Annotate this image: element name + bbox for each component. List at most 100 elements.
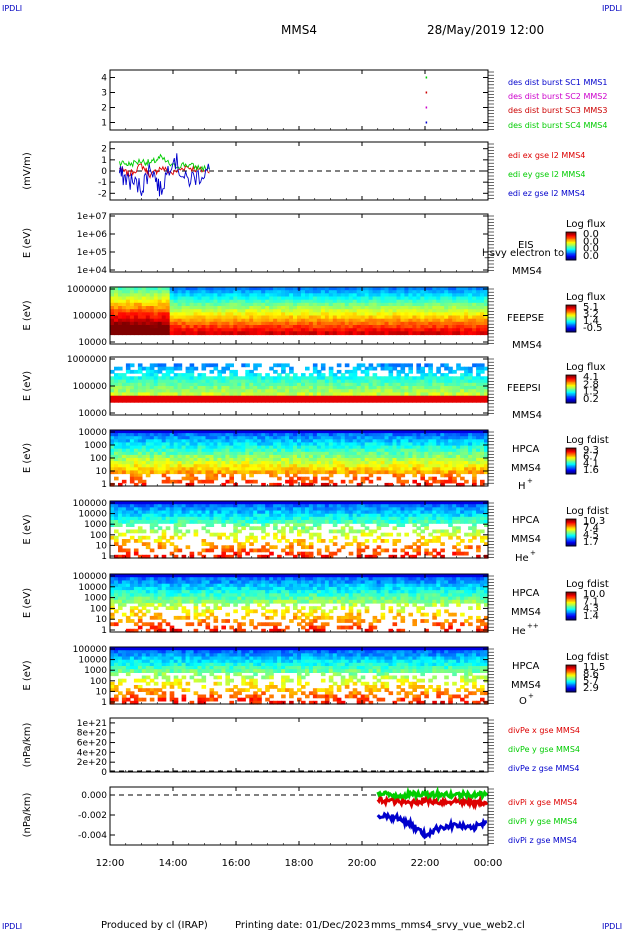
spectrogram-cell (336, 436, 342, 440)
spectrogram-cell (472, 379, 477, 384)
spectrogram-cell (301, 299, 306, 304)
spectrogram-cell (316, 454, 322, 459)
spectrogram-cell (316, 331, 322, 336)
spectrogram-cell (285, 433, 290, 437)
spectrogram-cell (308, 430, 314, 434)
spectrogram-cell (161, 473, 167, 478)
spectrogram-cell (277, 461, 282, 465)
feepse-colorbar-segment (566, 319, 576, 322)
spectrogram-cell (209, 439, 215, 443)
spectrogram-cell (396, 389, 402, 393)
spectrogram-cell (384, 436, 390, 440)
burst-legend-entry: des dist burst SC3 MMS3 (508, 106, 607, 115)
spectrogram-cell (273, 321, 278, 326)
spectrogram-cell (118, 482, 123, 487)
spectrogram-cell (324, 454, 330, 459)
spectrogram-cell (114, 539, 119, 543)
spectrogram-cell (161, 442, 167, 447)
spectrogram-cell (141, 287, 147, 291)
spectrogram-cell (468, 395, 473, 400)
spectrogram-cell (472, 376, 477, 381)
spectrogram-cell (396, 445, 402, 450)
y-tick-label: 1 (101, 119, 107, 129)
spectrogram-cell (118, 296, 123, 301)
spectrogram-cell (476, 442, 481, 447)
spectrogram-cell (157, 504, 163, 508)
spectrogram-cell (173, 430, 179, 434)
spectrogram-cell (229, 510, 234, 515)
spectrogram-cell (269, 482, 274, 487)
spectrogram-cell (233, 439, 238, 443)
spectrogram-cell (432, 379, 437, 384)
spectrogram-cell (400, 293, 406, 298)
spectrogram-cell (225, 545, 230, 550)
spectrogram-cell (129, 461, 135, 465)
spectrogram-cell (225, 363, 230, 368)
spectrogram-cell (408, 296, 413, 301)
spectrogram-cell (177, 315, 183, 320)
spectrogram-cell (344, 302, 350, 307)
spectrogram-cell (308, 389, 314, 393)
spectrogram-cell (125, 464, 131, 468)
spectrogram-cell (324, 445, 330, 450)
spectrogram-cell (328, 309, 334, 313)
spectrogram-cell (217, 535, 222, 540)
spectrogram-cell (281, 430, 286, 434)
spectrogram-cell (436, 302, 441, 307)
spectrogram-cell (265, 461, 270, 465)
spectrogram-cell (121, 501, 127, 505)
spectrogram-cell (305, 482, 310, 487)
spectrogram-cell (181, 458, 187, 462)
spectrogram-cell (245, 439, 250, 443)
spectrogram-cell (173, 445, 179, 450)
spectrogram-cell (416, 309, 421, 313)
spectrogram-cell (153, 331, 159, 336)
spectrogram-cell (149, 309, 155, 313)
spectrogram-cell (460, 389, 465, 393)
spectrogram-cell (169, 445, 175, 450)
spectrogram-cell (277, 309, 282, 313)
spectrogram-cell (388, 293, 394, 298)
spectrogram-cell (245, 470, 250, 475)
spectrogram-cell (352, 325, 358, 329)
spectrogram-cell (173, 554, 179, 559)
spectrogram-cell (360, 461, 366, 465)
spectrogram-cell (281, 312, 286, 317)
spectrogram-cell (340, 382, 346, 387)
spectrogram-cell (177, 479, 183, 484)
spectrogram-cell (376, 454, 382, 459)
spectrogram-cell (289, 545, 294, 550)
spectrogram-cell (432, 433, 437, 437)
spectrogram-cell (476, 430, 481, 434)
spectrogram-cell (237, 395, 242, 400)
spectrogram-cell (261, 554, 266, 559)
spectrogram-cell (480, 464, 485, 468)
spectrogram-cell (169, 513, 175, 518)
spectrogram-cell (273, 287, 278, 291)
spectrogram-cell (388, 379, 394, 384)
spectrogram-cell (448, 321, 453, 326)
spectrogram-cell (193, 389, 199, 393)
spectrogram-cell (245, 379, 250, 384)
spectrogram-cell (129, 369, 135, 374)
spectrogram-cell (420, 464, 425, 468)
spectrogram-cell (293, 526, 298, 531)
eis-colorbar-segment (566, 240, 576, 243)
spectrogram-cell (324, 315, 330, 320)
spectrogram-cell (289, 395, 294, 400)
spectrogram-cell (476, 382, 481, 387)
spectrogram-cell (368, 433, 374, 437)
spectrogram-cell (137, 529, 143, 534)
spectrogram-cell (229, 436, 234, 440)
spectrogram-cell (336, 439, 342, 443)
spectrogram-cell (110, 290, 115, 294)
spectrogram-cell (221, 454, 226, 459)
spectrogram-cell (289, 458, 294, 462)
spectrogram-cell (225, 470, 230, 475)
spectrogram-cell (297, 392, 302, 397)
spectrogram-cell (110, 293, 115, 298)
spectrogram-cell (125, 501, 131, 505)
spectrogram-cell (440, 439, 445, 443)
spectrogram-cell (165, 296, 171, 301)
spectrogram-cell (372, 433, 378, 437)
